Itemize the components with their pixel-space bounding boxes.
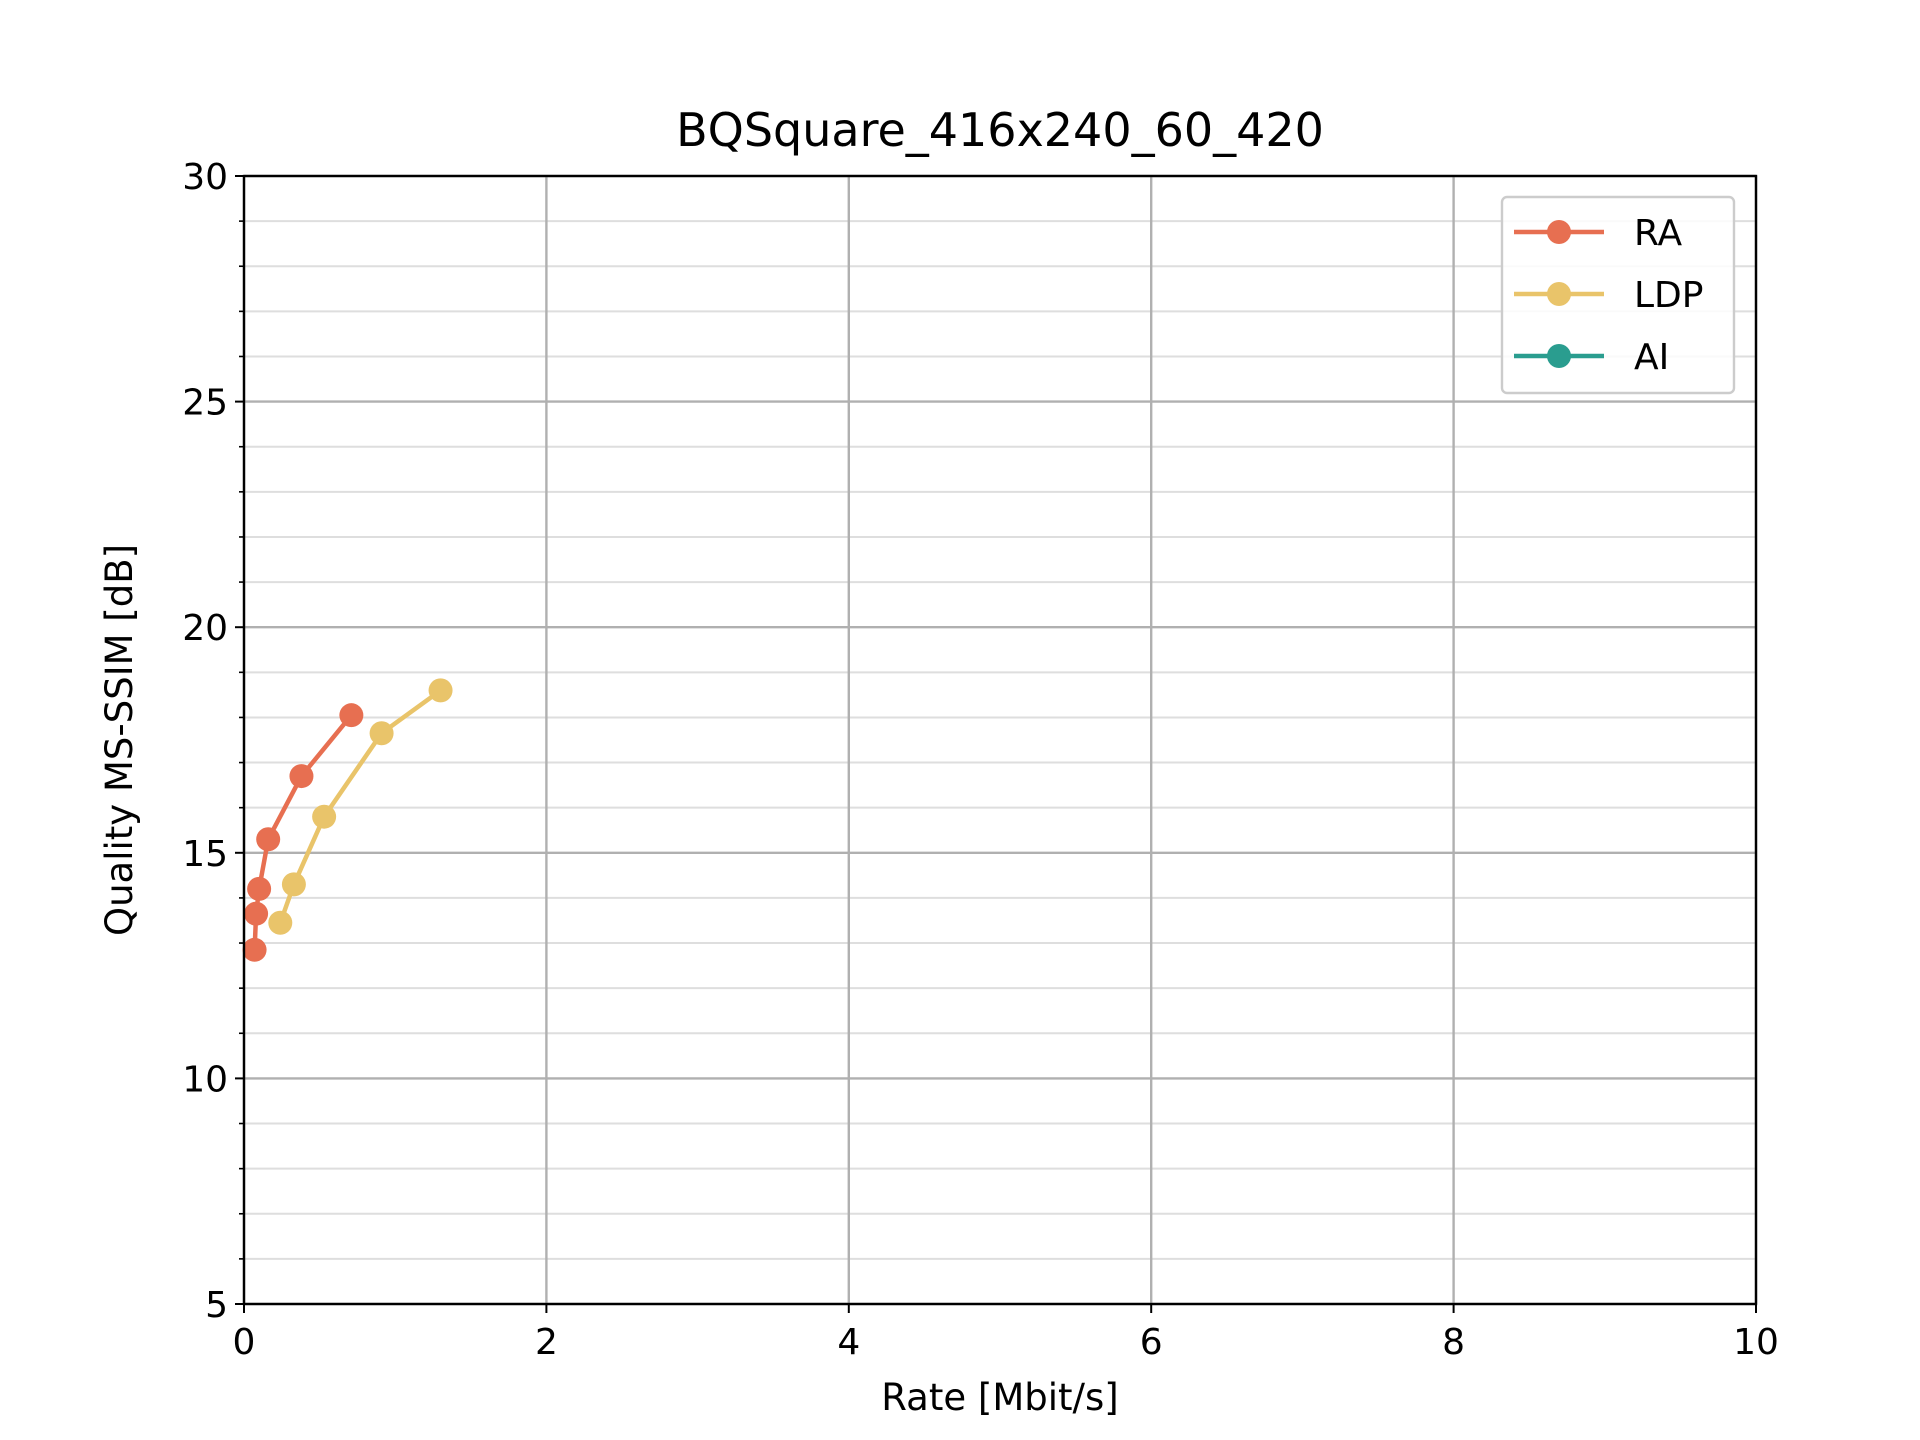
y-tick-label: 5: [205, 1285, 228, 1326]
data-point-ldp: [312, 804, 337, 829]
data-point-ra: [242, 937, 267, 962]
y-tick-label: 10: [182, 1059, 228, 1100]
series-layer: [242, 678, 453, 962]
data-point-ldp: [281, 872, 306, 897]
axis-ticks: 5 10 15 20 25 30 0 2 4 6 8 10: [182, 157, 1779, 1363]
data-point-ra: [244, 901, 269, 926]
x-tick-label: 8: [1442, 1322, 1465, 1363]
x-tick-label: 4: [837, 1322, 860, 1363]
legend: RA LDP AI: [1500, 195, 1736, 395]
legend-box: [1500, 195, 1736, 395]
y-tick-label: 25: [182, 383, 228, 424]
data-point-ldp: [369, 721, 394, 746]
y-tick-label: 20: [182, 608, 228, 649]
legend-marker-ldp: [1547, 282, 1571, 306]
legend-marker-ra: [1547, 220, 1571, 244]
plot-frame: [242, 174, 1758, 1306]
chart-title: BQSquare_416x240_60_420: [676, 103, 1324, 157]
data-point-ra: [289, 764, 314, 789]
legend-label-ra: RA: [1634, 213, 1683, 254]
x-tick-label: 10: [1733, 1322, 1779, 1363]
data-point-ldp: [428, 678, 453, 703]
data-point-ra: [256, 827, 281, 852]
y-axis-label: Quality MS-SSIM [dB]: [98, 544, 141, 936]
legend-label-ldp: LDP: [1634, 275, 1704, 316]
x-axis-label: Rate [Mbit/s]: [881, 1376, 1118, 1419]
x-tick-label: 6: [1140, 1322, 1163, 1363]
data-point-ra: [247, 876, 272, 901]
y-tick-label: 30: [182, 157, 228, 198]
x-tick-label: 0: [233, 1322, 256, 1363]
legend-label-ai: AI: [1634, 337, 1669, 378]
data-point-ldp: [268, 910, 293, 935]
legend-marker-ai: [1547, 344, 1571, 368]
data-point-ra: [339, 703, 364, 728]
x-tick-label: 2: [535, 1322, 558, 1363]
y-tick-label: 15: [182, 834, 228, 875]
